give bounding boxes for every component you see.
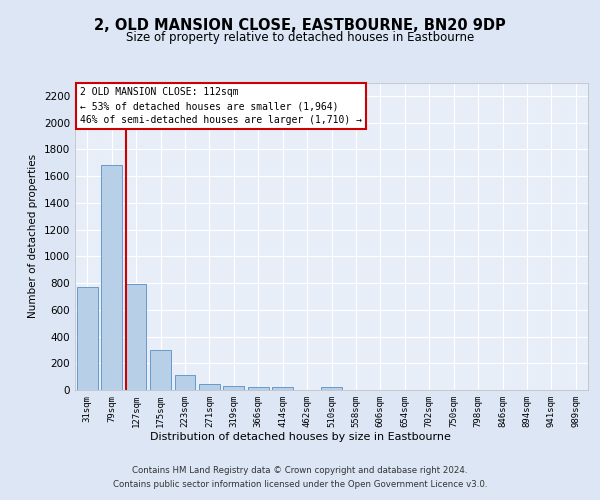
Text: Distribution of detached houses by size in Eastbourne: Distribution of detached houses by size … bbox=[149, 432, 451, 442]
Bar bbox=[175, 376, 196, 390]
Text: 2, OLD MANSION CLOSE, EASTBOURNE, BN20 9DP: 2, OLD MANSION CLOSE, EASTBOURNE, BN20 9… bbox=[94, 18, 506, 32]
Bar bbox=[150, 350, 171, 390]
Bar bbox=[101, 166, 122, 390]
Text: Contains HM Land Registry data © Crown copyright and database right 2024.: Contains HM Land Registry data © Crown c… bbox=[132, 466, 468, 475]
Bar bbox=[223, 386, 244, 390]
Text: 2 OLD MANSION CLOSE: 112sqm
← 53% of detached houses are smaller (1,964)
46% of : 2 OLD MANSION CLOSE: 112sqm ← 53% of det… bbox=[80, 87, 362, 125]
Bar bbox=[77, 287, 98, 390]
Bar bbox=[199, 384, 220, 390]
Bar bbox=[125, 284, 146, 390]
Y-axis label: Number of detached properties: Number of detached properties bbox=[28, 154, 38, 318]
Bar bbox=[248, 386, 269, 390]
Text: Contains public sector information licensed under the Open Government Licence v3: Contains public sector information licen… bbox=[113, 480, 487, 489]
Bar bbox=[321, 388, 342, 390]
Bar bbox=[272, 387, 293, 390]
Text: Size of property relative to detached houses in Eastbourne: Size of property relative to detached ho… bbox=[126, 31, 474, 44]
